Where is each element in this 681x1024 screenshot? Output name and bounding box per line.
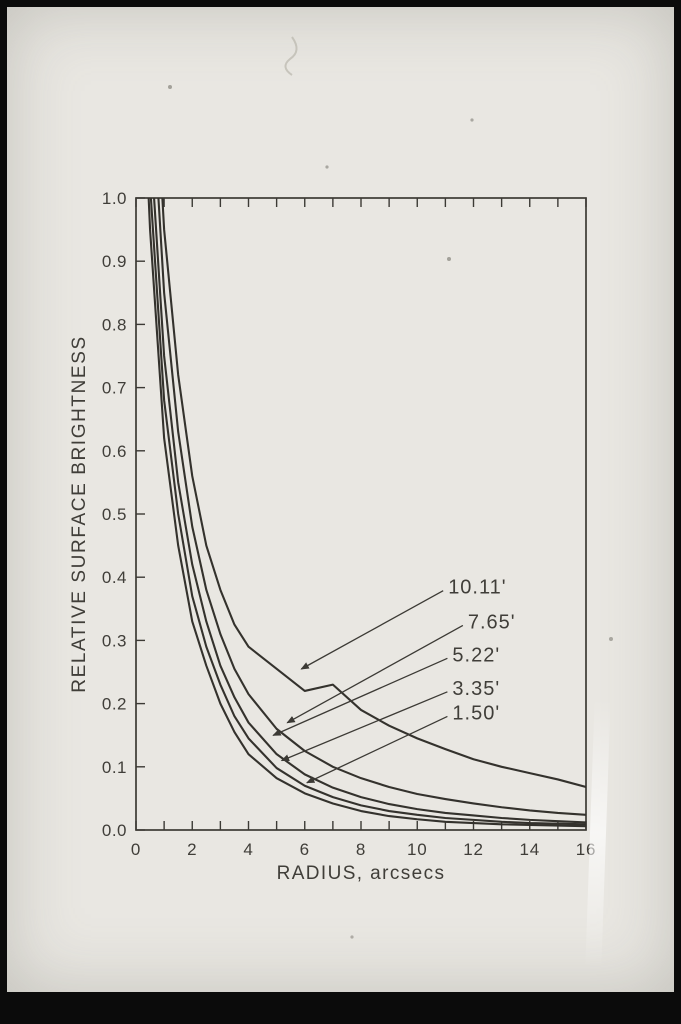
y-tick-label: 0.0 <box>102 821 127 840</box>
y-tick-label: 1.0 <box>102 189 127 208</box>
photograph: 0 2 4 6 8 10 12 14 16 0.0 0.1 0.2 0.3 0.4 0.5 0.6 0.7 0.8… <box>7 7 674 992</box>
y-tick-label: 0.5 <box>102 505 127 524</box>
curve-7.65 <box>157 198 586 816</box>
curve-5.22 <box>153 198 586 824</box>
annotation-arrow <box>272 657 448 736</box>
annotation-arrow <box>300 590 444 670</box>
x-tick-label: 6 <box>300 840 310 859</box>
annotation-label: 1.50' <box>452 702 500 724</box>
annotation-arrow <box>286 624 464 724</box>
y-tick-label: 0.3 <box>102 631 127 650</box>
x-tick-label: 10 <box>407 840 428 859</box>
annotation-arrow <box>306 715 448 784</box>
dust-speck <box>350 935 354 939</box>
x-tick-label: 12 <box>463 840 484 859</box>
y-axis-title: RELATIVE SURFACE BRIGHTNESS <box>69 335 90 692</box>
x-tick-label: 16 <box>576 840 597 859</box>
y-tick-label: 0.8 <box>102 315 127 334</box>
y-tick-label: 0.2 <box>102 695 127 714</box>
dust-speck <box>447 257 451 261</box>
annotation-label: 7.65' <box>468 611 516 633</box>
annotation-label: 10.11' <box>448 577 506 599</box>
y-tick-label: 0.9 <box>102 252 127 271</box>
curve-3.35 <box>149 198 586 826</box>
dust-speck <box>609 637 613 641</box>
x-axis-title: RADIUS, arcsecs <box>277 863 446 884</box>
photo-smudge <box>284 36 298 76</box>
dust-speck <box>470 118 474 122</box>
curves-group <box>147 198 586 828</box>
x-tick-label: 2 <box>187 840 197 859</box>
dust-speck <box>168 85 172 89</box>
annotation-arrow <box>280 691 448 762</box>
annotation-label: 5.22' <box>452 644 500 666</box>
plot-border <box>135 197 587 831</box>
x-tick-label: 8 <box>356 840 366 859</box>
y-tick-label: 0.4 <box>102 568 127 587</box>
annotation-label: 3.35' <box>452 678 500 700</box>
curve-1.50 <box>147 198 586 828</box>
x-tick-label: 0 <box>131 840 141 859</box>
y-tick-label: 0.7 <box>102 379 127 398</box>
y-tick-label: 0.1 <box>102 758 127 777</box>
curve-10.11 <box>161 198 586 789</box>
x-tick-label: 14 <box>519 840 540 859</box>
dust-speck <box>325 165 329 169</box>
y-tick-label: 0.6 <box>102 442 127 461</box>
x-tick-label: 4 <box>243 840 253 859</box>
surface-brightness-chart: 0 2 4 6 8 10 12 14 16 0.0 0.1 0.2 0.3 0.4 0.5 0.6 0.7 0.8… <box>69 36 613 939</box>
